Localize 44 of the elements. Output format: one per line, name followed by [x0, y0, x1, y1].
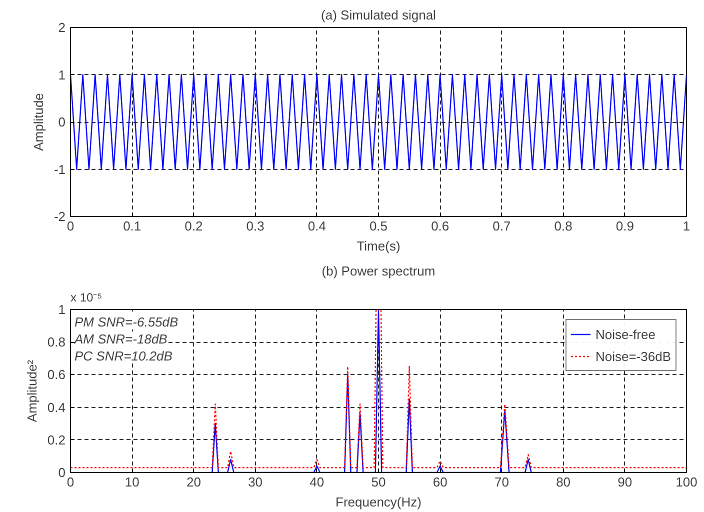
y-tick-label: 0: [58, 465, 66, 480]
x-axis-title: Frequency(Hz): [336, 494, 422, 510]
x-tick-label: 60: [432, 474, 448, 490]
y-tick-label: 2: [58, 20, 66, 35]
x-tick-label: 0.6: [431, 218, 450, 234]
y-tick-label: -2: [54, 209, 66, 224]
y-tick-label: -1: [54, 162, 66, 177]
x-tick-label: 0.2: [184, 218, 203, 234]
x-axis-title: Time(s): [356, 238, 400, 254]
y-axis-title: Amplitude²: [24, 359, 40, 422]
x-tick-label: 30: [248, 474, 263, 490]
text: x 10⁻⁵: [70, 290, 102, 304]
x-tick-label: 0.4: [308, 218, 326, 234]
x-tick-label: 0.8: [554, 218, 572, 234]
y-axis-title: Amplitude: [30, 93, 46, 151]
x-tick-label: 100: [676, 474, 698, 490]
x-tick-label: 50: [371, 474, 386, 490]
annotation: PC SNR=10.2dB: [74, 348, 173, 364]
y-tick-label: 0: [58, 114, 66, 130]
x-tick-label: 40: [310, 474, 324, 490]
x-tick-label: 90: [618, 474, 632, 490]
x-tick-label: 70: [494, 474, 509, 490]
line-series: [70, 310, 686, 468]
y-tick-label: 1: [58, 302, 66, 317]
x-tick-label: 0.1: [123, 218, 142, 234]
x-tick-label: 0.9: [616, 218, 634, 234]
x-tick-label: 10: [124, 474, 140, 490]
y-tick-label: 0.4: [47, 400, 66, 415]
annotation: PM SNR=-6.55dB: [74, 314, 179, 330]
x-tick-label: 20: [186, 474, 201, 490]
x-tick-label: 1: [682, 218, 690, 234]
y-tick-label: 1: [58, 67, 66, 82]
x-tick-label: 80: [556, 474, 571, 490]
x-tick-label: 0.3: [246, 218, 264, 234]
x-tick-label: 0.7: [492, 218, 511, 234]
y-tick-label: 0.8: [47, 334, 66, 350]
y-tick-label: 0.6: [47, 367, 66, 382]
x-tick-label: 0.5: [369, 218, 388, 234]
y-tick-label: 0.2: [47, 432, 66, 448]
legend-label: Noise-free: [595, 326, 656, 342]
chart-title: (a) Simulated signal: [321, 8, 436, 22]
annotation: AM SNR=-18dB: [74, 332, 168, 346]
chart-title: (b) Power spectrum: [322, 264, 436, 278]
legend-label: Noise=-36dB: [595, 348, 671, 364]
